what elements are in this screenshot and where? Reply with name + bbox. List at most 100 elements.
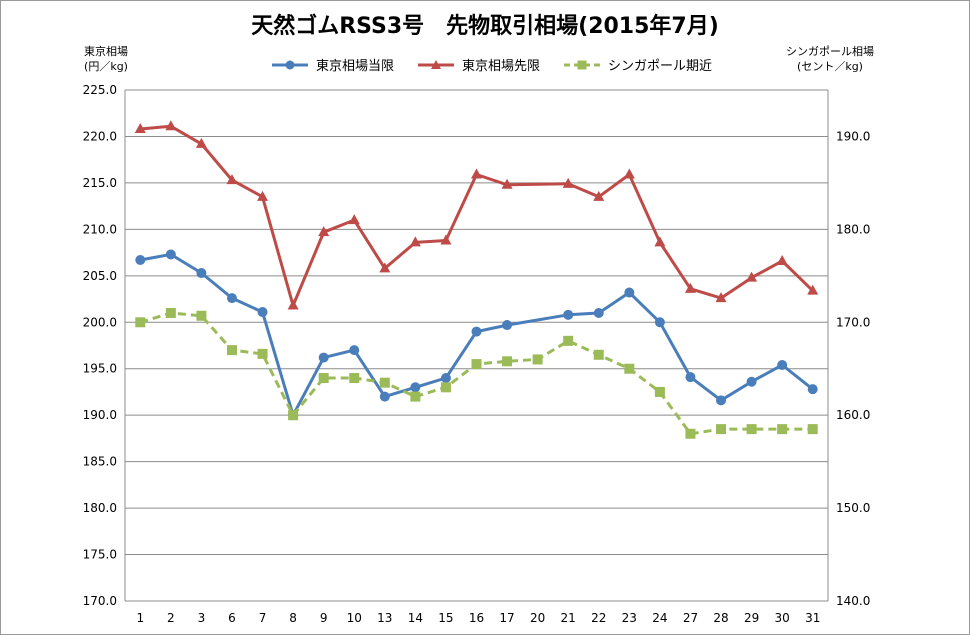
data-point bbox=[257, 348, 268, 359]
x-tick-label: 14 bbox=[408, 611, 423, 625]
data-point bbox=[562, 177, 574, 188]
data-point bbox=[318, 352, 329, 363]
data-point bbox=[807, 284, 819, 295]
x-tick-label: 21 bbox=[561, 611, 576, 625]
data-point bbox=[287, 299, 299, 310]
data-point bbox=[685, 372, 696, 383]
y-tick-label: 205.0 bbox=[83, 269, 117, 283]
data-point bbox=[684, 282, 696, 293]
data-point bbox=[624, 363, 635, 374]
data-point bbox=[135, 317, 146, 328]
x-tick-label: 6 bbox=[228, 611, 236, 625]
data-point bbox=[349, 345, 360, 356]
data-point bbox=[318, 226, 330, 237]
data-point bbox=[196, 268, 207, 279]
data-point bbox=[746, 376, 757, 387]
data-point bbox=[807, 384, 818, 395]
data-point bbox=[471, 359, 482, 370]
y-tick-label: 190.0 bbox=[83, 408, 117, 422]
x-tick-label: 7 bbox=[259, 611, 267, 625]
y2-tick-label: 180.0 bbox=[836, 222, 870, 236]
x-tick-label: 10 bbox=[347, 611, 362, 625]
data-point bbox=[288, 410, 299, 421]
left-axis-unit-line: (円／kg) bbox=[84, 60, 128, 73]
legend-item-singapore-near: シンガポール期近 bbox=[562, 55, 712, 74]
series-line-0 bbox=[140, 252, 814, 417]
data-point bbox=[776, 254, 788, 265]
data-point bbox=[379, 391, 390, 402]
left-axis-unit: 東京相場 (円／kg) bbox=[66, 44, 146, 74]
legend-label-singapore-near: シンガポール期近 bbox=[608, 59, 713, 74]
data-point bbox=[777, 424, 788, 435]
x-tick-label: 16 bbox=[469, 611, 484, 625]
legend-swatch-singapore-near bbox=[564, 60, 601, 69]
data-point bbox=[165, 249, 176, 260]
data-point bbox=[807, 424, 818, 435]
x-tick-label: 29 bbox=[744, 611, 759, 625]
data-point bbox=[196, 310, 207, 321]
data-point bbox=[409, 236, 421, 247]
data-point bbox=[257, 307, 268, 318]
data-point bbox=[379, 377, 390, 388]
data-point bbox=[226, 293, 237, 304]
data-point bbox=[654, 236, 666, 247]
data-point bbox=[502, 320, 513, 331]
x-tick-label: 8 bbox=[289, 611, 297, 625]
data-point bbox=[716, 395, 727, 406]
data-point bbox=[440, 373, 451, 384]
data-point bbox=[654, 317, 665, 328]
data-point bbox=[501, 178, 513, 189]
data-point bbox=[348, 214, 360, 225]
legend-item-tokyo-future: 東京相場先限 bbox=[416, 55, 540, 74]
data-point bbox=[777, 360, 788, 371]
y2-tick-label: 190.0 bbox=[836, 129, 870, 143]
y2-tick-label: 140.0 bbox=[836, 594, 870, 608]
y-tick-label: 175.0 bbox=[83, 548, 117, 562]
legend-label-tokyo-future: 東京相場先限 bbox=[462, 59, 541, 74]
right-axis-label-line: シンガポール相場 bbox=[786, 45, 874, 58]
x-tick-label: 27 bbox=[683, 611, 698, 625]
x-tick-label: 1 bbox=[136, 611, 144, 625]
data-point bbox=[471, 326, 482, 337]
legend-swatch-tokyo-future bbox=[418, 59, 455, 69]
data-point bbox=[593, 349, 604, 360]
data-point bbox=[195, 137, 207, 148]
data-point bbox=[165, 120, 177, 131]
x-tick-label: 13 bbox=[377, 611, 392, 625]
legend: 東京相場当限 東京相場先限 シンガポール期近 bbox=[270, 55, 712, 74]
series-line-1 bbox=[140, 124, 814, 307]
data-point bbox=[226, 345, 237, 356]
data-point bbox=[623, 168, 635, 179]
y2-tick-label: 150.0 bbox=[836, 501, 870, 515]
data-point bbox=[379, 262, 391, 273]
data-point bbox=[715, 292, 727, 303]
chart-title: 天然ゴムRSS3号 先物取引相場(2015年7月) bbox=[251, 14, 719, 39]
y-tick-label: 215.0 bbox=[83, 176, 117, 190]
data-point bbox=[746, 424, 757, 435]
x-tick-label: 28 bbox=[713, 611, 728, 625]
data-point bbox=[134, 123, 146, 134]
data-point bbox=[410, 391, 421, 402]
data-point bbox=[257, 190, 269, 201]
data-point bbox=[685, 428, 696, 439]
data-point bbox=[135, 255, 146, 266]
y-tick-label: 170.0 bbox=[83, 594, 117, 608]
y-tick-label: 200.0 bbox=[83, 315, 117, 329]
x-tick-label: 23 bbox=[622, 611, 637, 625]
data-point bbox=[593, 190, 605, 201]
data-point bbox=[563, 335, 574, 346]
legend-item-tokyo-current: 東京相場当限 bbox=[270, 55, 394, 74]
x-tick-label: 22 bbox=[591, 611, 606, 625]
data-point bbox=[532, 354, 543, 365]
x-tick-label: 30 bbox=[775, 611, 790, 625]
x-tick-label: 15 bbox=[438, 611, 453, 625]
y-tick-label: 210.0 bbox=[83, 222, 117, 236]
y2-tick-label: 160.0 bbox=[836, 408, 870, 422]
data-point bbox=[440, 234, 452, 245]
x-tick-label: 20 bbox=[530, 611, 545, 625]
data-point bbox=[165, 307, 176, 318]
x-tick-label: 24 bbox=[652, 611, 667, 625]
data-point bbox=[563, 309, 574, 320]
